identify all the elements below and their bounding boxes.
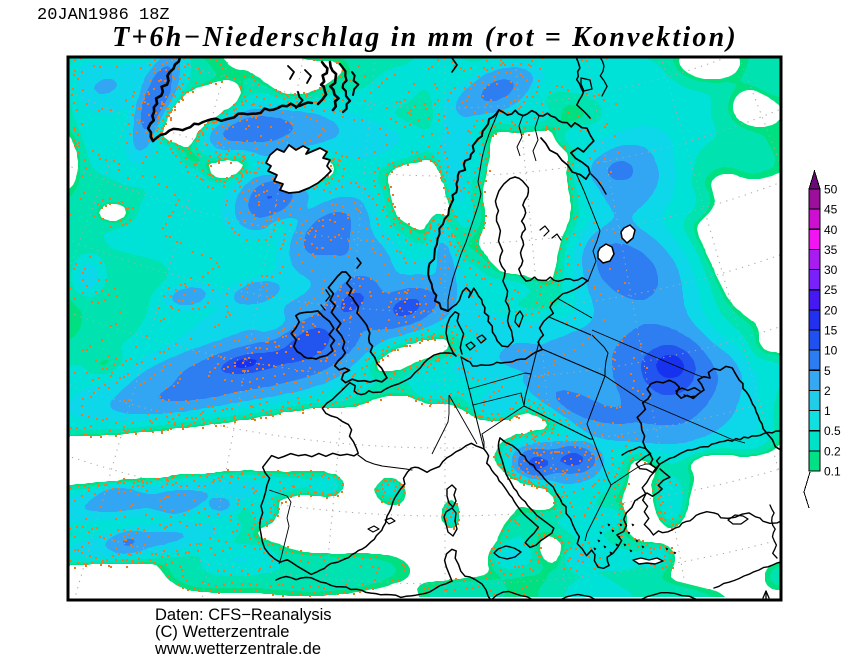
svg-text:Daten: CFS−Reanalysis: Daten: CFS−Reanalysis (155, 606, 332, 624)
svg-text:35: 35 (824, 243, 838, 257)
svg-text:5: 5 (824, 364, 831, 378)
svg-text:20JAN1986 18Z: 20JAN1986 18Z (37, 6, 170, 25)
svg-text:www.wetterzentrale.de: www.wetterzentrale.de (154, 640, 321, 657)
svg-text:40: 40 (824, 223, 838, 237)
svg-text:30: 30 (824, 263, 838, 277)
svg-text:50: 50 (824, 183, 838, 197)
svg-text:0.2: 0.2 (824, 444, 841, 458)
svg-text:0.1: 0.1 (824, 465, 841, 479)
svg-text:T+6h−Niederschlag in mm (rot =: T+6h−Niederschlag in mm (rot = Konvektio… (112, 22, 738, 53)
svg-text:15: 15 (824, 324, 838, 338)
svg-text:(C) Wetterzentrale: (C) Wetterzentrale (155, 623, 289, 641)
svg-text:10: 10 (824, 344, 838, 358)
svg-text:45: 45 (824, 203, 838, 217)
svg-text:20: 20 (824, 303, 838, 317)
svg-text:0.5: 0.5 (824, 424, 841, 438)
svg-text:2: 2 (824, 384, 831, 398)
svg-text:1: 1 (824, 404, 831, 418)
svg-text:25: 25 (824, 283, 838, 297)
